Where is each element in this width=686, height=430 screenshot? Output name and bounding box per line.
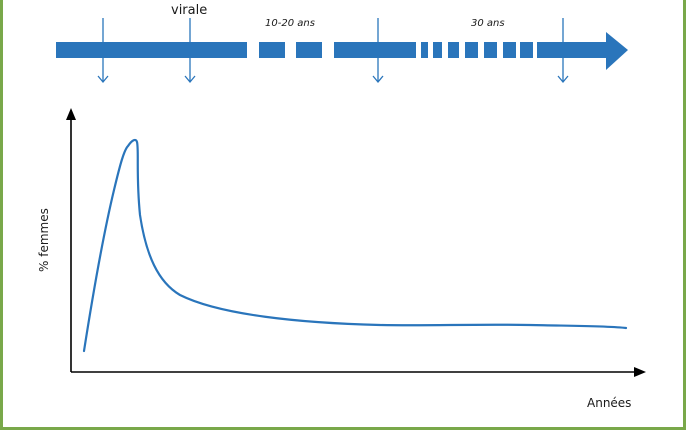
timeline-segment: [520, 42, 533, 58]
timeline-arrowhead: [606, 32, 628, 70]
label-virale: virale: [171, 3, 207, 18]
label-duration-1: 10-20 ans: [265, 18, 315, 29]
marker-arrow-4: [557, 18, 569, 84]
marker-arrow-3: [372, 18, 384, 84]
timeline-segment-end: [537, 42, 608, 58]
timeline-arrow: [56, 32, 628, 70]
timeline-segment: [503, 42, 516, 58]
timeline-segment-main: [56, 42, 247, 58]
timeline-segment-mid: [334, 42, 416, 58]
chart-axes: [66, 108, 646, 377]
y-axis-arrowhead: [66, 108, 76, 120]
x-axis-arrowhead: [634, 367, 646, 377]
timeline-markers: [97, 18, 569, 84]
timeline-segment: [465, 42, 478, 58]
timeline-segment: [259, 42, 285, 58]
timeline-segment: [433, 42, 442, 58]
label-duration-2: 30 ans: [471, 18, 505, 29]
timeline-segment: [421, 42, 428, 58]
marker-arrow-2: [184, 18, 196, 84]
timeline-segment: [296, 42, 322, 58]
prevalence-curve: [82, 138, 628, 353]
timeline-segment: [448, 42, 459, 58]
y-axis-label: % femmes: [37, 208, 51, 272]
x-axis-label: Années: [587, 396, 631, 410]
timeline-segment: [484, 42, 497, 58]
marker-arrow-1: [97, 18, 109, 84]
